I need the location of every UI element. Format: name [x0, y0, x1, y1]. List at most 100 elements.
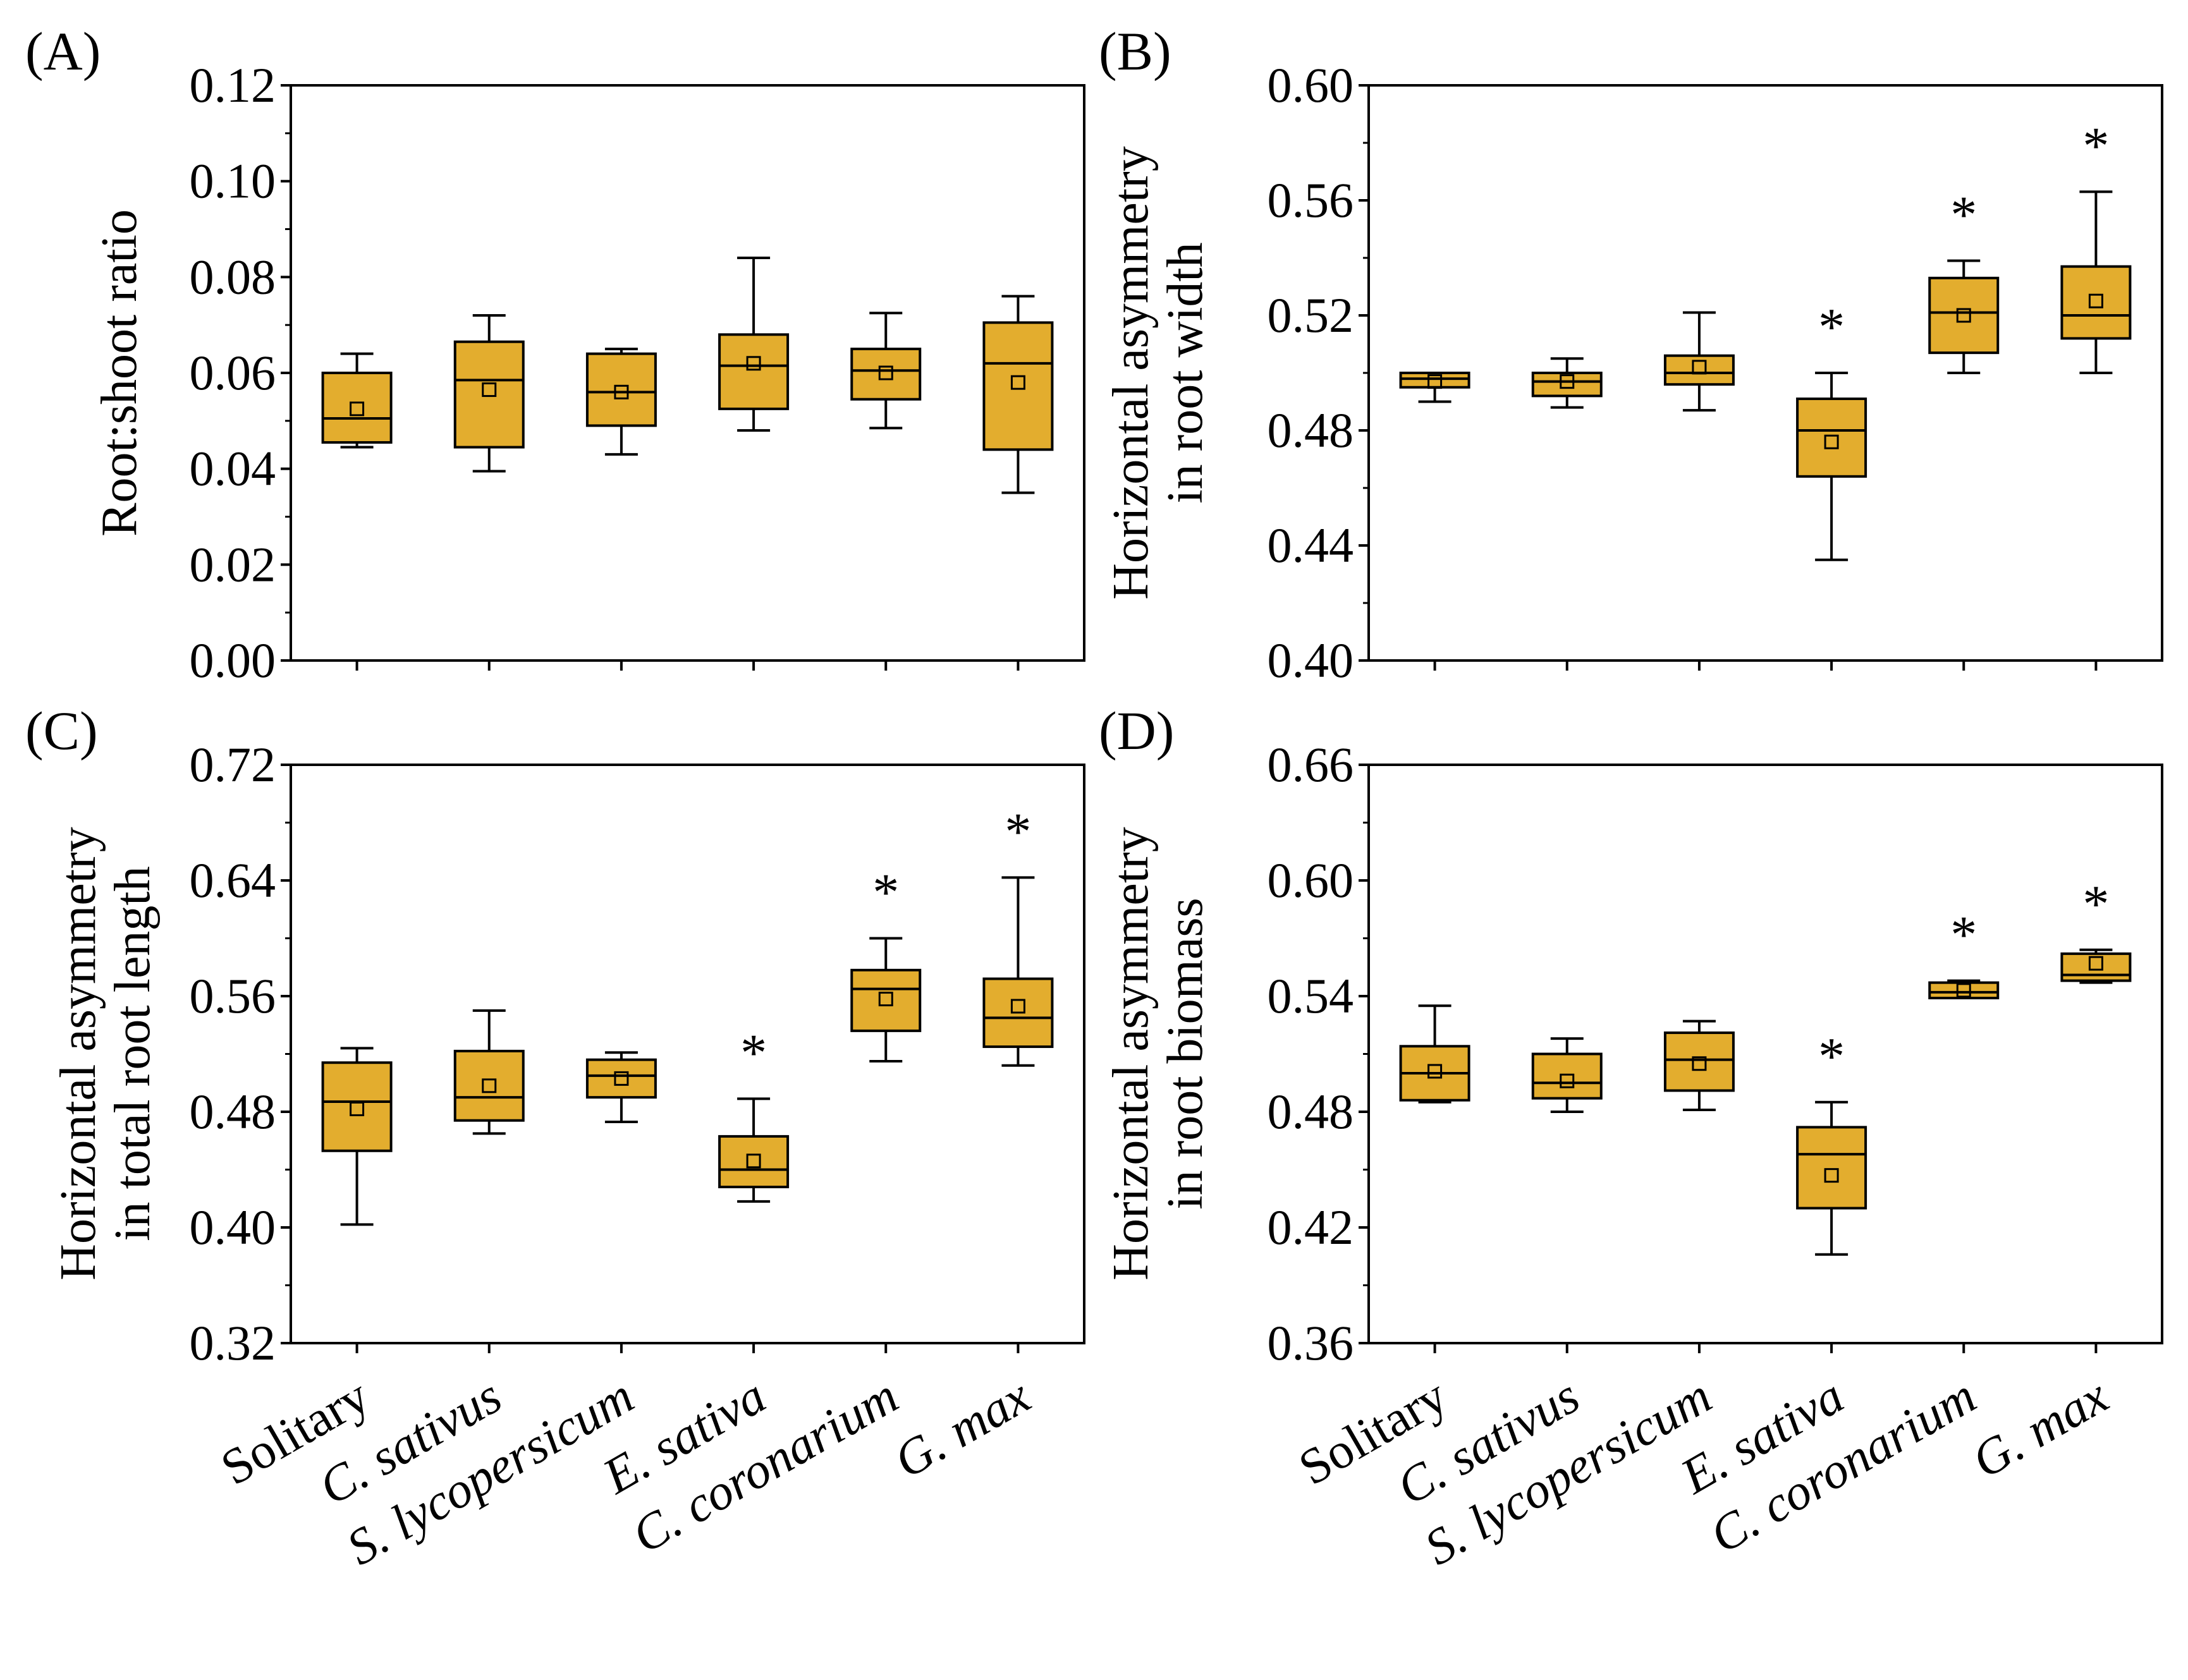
plot-frame	[290, 84, 1085, 662]
significance-asterisk: *	[1005, 802, 1031, 861]
iqr-box	[982, 321, 1054, 451]
mean-marker	[1692, 360, 1707, 375]
significance-asterisk: *	[1818, 1027, 1845, 1086]
mean-marker	[878, 992, 893, 1007]
box-1	[1531, 357, 1603, 671]
mean-marker	[878, 365, 893, 380]
y-tick-label: 0.02	[190, 537, 276, 592]
iqr-box	[321, 1061, 393, 1152]
panel-b: 0.40 0.44 0.48 0.52 0.56 0.60 Horizontal asymm…	[1099, 21, 2163, 688]
iqr-box	[1796, 397, 1867, 478]
y-tick-label: 0.72	[190, 737, 276, 792]
y-tick-label: 0.42	[1268, 1200, 1354, 1255]
y-axis-label: Horizontal asymmetryin total root length	[51, 827, 161, 1281]
iqr-box	[585, 352, 657, 427]
box-5: * G. max	[885, 802, 1054, 1489]
box-4: *	[1928, 186, 2000, 671]
y-tick-label: 0.54	[1268, 968, 1354, 1023]
iqr-box	[453, 1049, 525, 1122]
y-tick-label: 0.56	[1268, 173, 1354, 228]
iqr-box	[850, 348, 922, 401]
y-tick-label: 0.40	[190, 1200, 276, 1255]
iqr-box	[850, 968, 922, 1032]
y-tick-label: 0.48	[1268, 403, 1354, 458]
mean-marker	[2088, 293, 2103, 308]
mean-marker	[1427, 1064, 1443, 1079]
significance-asterisk: *	[1818, 298, 1845, 356]
y-axis-label-line: Horizontal asymmetry	[51, 827, 106, 1281]
mean-marker	[1824, 434, 1839, 449]
significance-asterisk: *	[740, 1023, 767, 1082]
mean-marker	[350, 1101, 365, 1116]
y-axis-label-line: Horizontal asymmetry	[1103, 146, 1159, 600]
mean-marker	[1956, 308, 1971, 323]
box-5: *	[2060, 116, 2132, 671]
y-tick-label: 0.60	[1268, 853, 1354, 908]
box-2	[585, 348, 657, 671]
mean-marker	[482, 1078, 497, 1093]
iqr-box	[1928, 981, 2000, 1000]
iqr-box	[1663, 1031, 1735, 1092]
y-tick-label: 0.40	[1268, 633, 1354, 688]
panel-d: 0.36 0.42 0.48 0.54 0.60 0.66 Horizontal asymm…	[1099, 700, 2163, 1576]
significance-asterisk: *	[2082, 875, 2109, 934]
y-tick-label: 0.06	[190, 345, 276, 400]
y-tick-label: 0.64	[190, 853, 276, 908]
panel-label: (C)	[25, 700, 98, 761]
y-tick-label: 0.48	[1268, 1084, 1354, 1139]
mean-marker	[1956, 983, 1971, 998]
box-5: * G. max	[1963, 875, 2132, 1489]
y-axis-label: Root:shoot ratio	[92, 209, 147, 537]
panel-a: 0.00 0.02 0.04 0.06 0.08 0.10 0.12 Root:shoot r…	[25, 21, 1085, 688]
plot-frame	[1367, 764, 2163, 1344]
y-tick-label: 0.52	[1268, 288, 1354, 343]
panel-c: 0.32 0.40 0.48 0.56 0.64 0.72 Horizontal asymm…	[25, 700, 1085, 1576]
iqr-box	[1531, 372, 1603, 398]
plot-frame	[290, 764, 1085, 1344]
mean-marker	[1427, 374, 1443, 389]
iqr-box	[2060, 265, 2132, 340]
iqr-box	[718, 1135, 790, 1188]
panel-label: (D)	[1099, 700, 1174, 761]
significance-asterisk: *	[1950, 186, 1977, 245]
y-tick-label: 0.60	[1268, 58, 1354, 113]
mean-marker	[746, 356, 761, 371]
box-3: *	[1796, 298, 1867, 671]
box-4	[850, 312, 922, 671]
significance-asterisk: *	[2082, 116, 2109, 175]
mean-marker	[2088, 956, 2103, 971]
plot-frame	[1367, 84, 2163, 662]
y-axis-label-line: in total root length	[105, 866, 161, 1241]
iqr-box	[1796, 1126, 1867, 1210]
significance-asterisk: *	[1950, 906, 1977, 965]
mean-marker	[1010, 999, 1025, 1014]
y-tick-label: 0.12	[190, 58, 276, 113]
y-axis-label-line: Horizontal asymmetry	[1103, 827, 1159, 1281]
x-tick-label: G. max	[885, 1368, 1039, 1489]
iqr-box	[1928, 276, 2000, 355]
y-tick-label: 0.00	[190, 633, 276, 688]
y-tick-label: 0.36	[1268, 1315, 1354, 1370]
mean-marker	[1560, 1073, 1575, 1088]
mean-marker	[614, 1071, 629, 1086]
iqr-box	[2060, 952, 2132, 982]
box-3	[718, 257, 790, 671]
y-tick-label: 0.66	[1268, 737, 1354, 792]
significance-asterisk: *	[872, 863, 899, 922]
y-tick-label: 0.04	[190, 441, 276, 496]
mean-marker	[1824, 1168, 1839, 1183]
x-tick-label: G. max	[1963, 1368, 2117, 1489]
y-axis-label-line: in root biomass	[1158, 898, 1213, 1209]
y-tick-label: 0.44	[1268, 518, 1354, 573]
iqr-box	[453, 340, 525, 449]
y-tick-label: 0.48	[190, 1084, 276, 1139]
iqr-box	[718, 333, 790, 410]
y-tick-label: 0.32	[190, 1315, 276, 1370]
mean-marker	[746, 1153, 761, 1169]
y-tick-label: 0.08	[190, 249, 276, 304]
y-tick-label: 0.10	[190, 154, 276, 209]
mean-marker	[614, 384, 629, 399]
y-axis-label: Horizontal asymmetryin root biomass	[1103, 827, 1213, 1281]
mean-marker	[1010, 375, 1025, 390]
